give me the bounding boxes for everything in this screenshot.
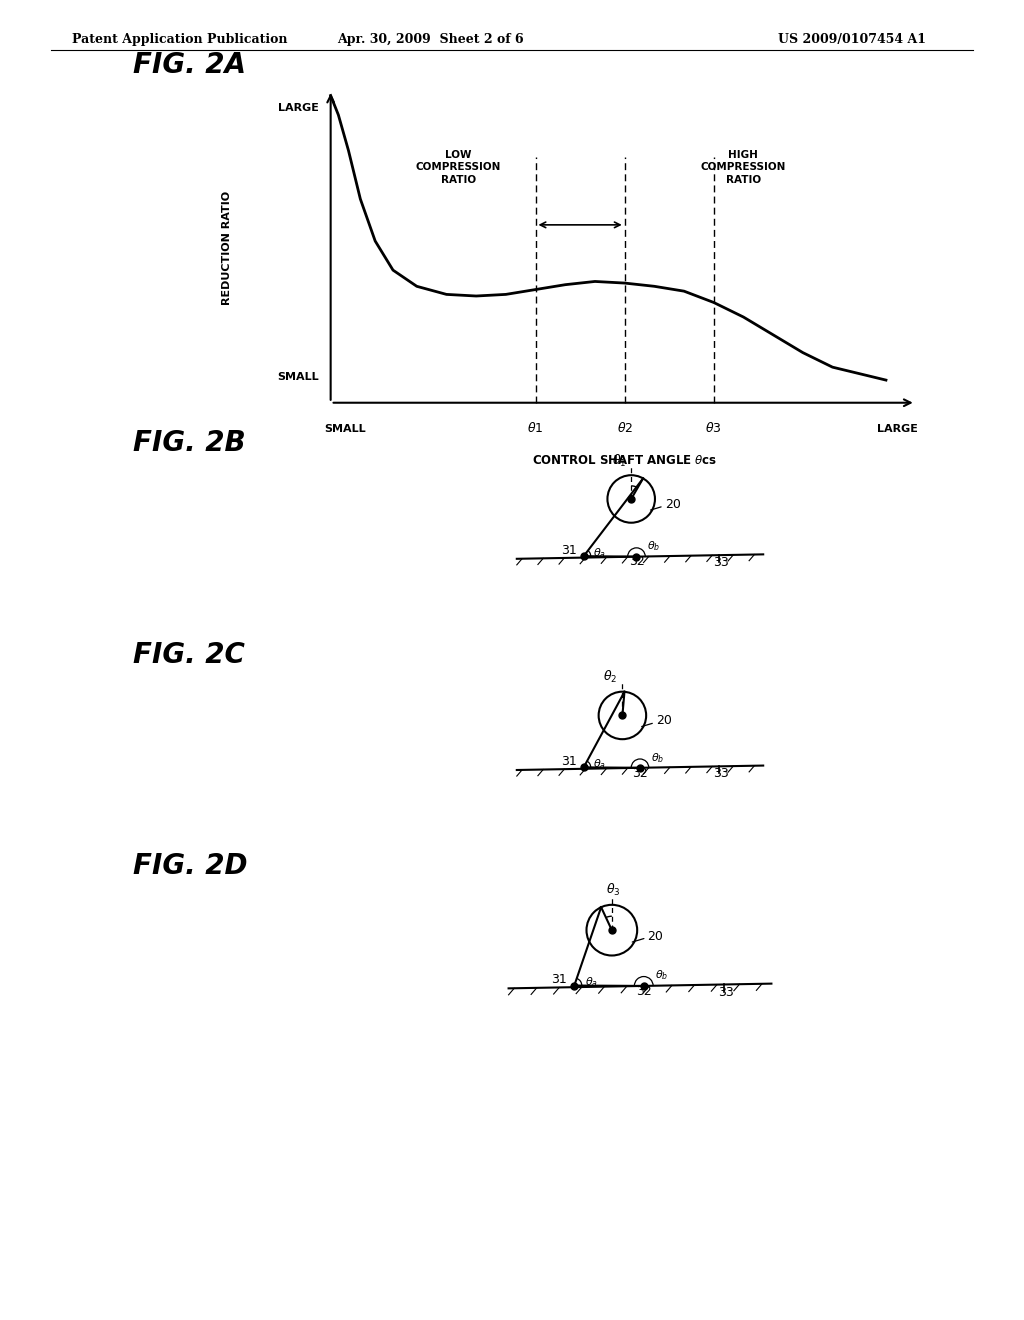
- Text: $\theta_1$: $\theta_1$: [611, 453, 626, 469]
- Text: $\theta_a$: $\theta_a$: [593, 546, 606, 560]
- Text: 31: 31: [561, 544, 577, 557]
- Text: SMALL: SMALL: [278, 372, 318, 381]
- Text: $\theta_b$: $\theta_b$: [655, 969, 669, 982]
- Text: 20: 20: [655, 714, 672, 727]
- Text: Patent Application Publication: Patent Application Publication: [72, 33, 287, 46]
- Text: LARGE: LARGE: [278, 103, 318, 114]
- Text: 33: 33: [719, 986, 734, 999]
- Text: FIG. 2D: FIG. 2D: [133, 851, 248, 880]
- Text: FIG. 2A: FIG. 2A: [133, 50, 246, 79]
- Text: FIG. 2C: FIG. 2C: [133, 640, 245, 669]
- Text: 20: 20: [647, 929, 664, 942]
- Text: 32: 32: [636, 985, 651, 998]
- Text: US 2009/0107454 A1: US 2009/0107454 A1: [778, 33, 927, 46]
- Text: 33: 33: [713, 556, 729, 569]
- Text: 31: 31: [551, 973, 566, 986]
- Text: FIG. 2B: FIG. 2B: [133, 429, 246, 458]
- Text: $\theta_a$: $\theta_a$: [593, 758, 606, 771]
- Text: SMALL: SMALL: [325, 424, 367, 434]
- Text: $\theta$1: $\theta$1: [527, 421, 544, 434]
- Text: $\theta$2: $\theta$2: [616, 421, 633, 434]
- Text: $\theta$3: $\theta$3: [706, 421, 722, 434]
- Text: $\theta_b$: $\theta_b$: [650, 751, 664, 764]
- Text: $\theta_b$: $\theta_b$: [647, 540, 660, 553]
- Text: LARGE: LARGE: [878, 424, 919, 434]
- Text: REDUCTION RATIO: REDUCTION RATIO: [222, 190, 231, 305]
- Text: 31: 31: [561, 755, 577, 768]
- Text: 32: 32: [632, 767, 648, 780]
- Text: 33: 33: [713, 767, 729, 780]
- Text: 32: 32: [629, 556, 644, 569]
- Text: CONTROL SHAFT ANGLE $\theta$cs: CONTROL SHAFT ANGLE $\theta$cs: [531, 454, 718, 467]
- Text: $\theta_2$: $\theta_2$: [603, 669, 617, 685]
- Text: 20: 20: [665, 498, 681, 511]
- Text: Apr. 30, 2009  Sheet 2 of 6: Apr. 30, 2009 Sheet 2 of 6: [337, 33, 523, 46]
- Text: HIGH
COMPRESSION
RATIO: HIGH COMPRESSION RATIO: [700, 150, 786, 185]
- Text: LOW
COMPRESSION
RATIO: LOW COMPRESSION RATIO: [416, 150, 501, 185]
- Text: $\theta_a$: $\theta_a$: [585, 975, 598, 990]
- Text: $\theta_3$: $\theta_3$: [606, 882, 621, 898]
